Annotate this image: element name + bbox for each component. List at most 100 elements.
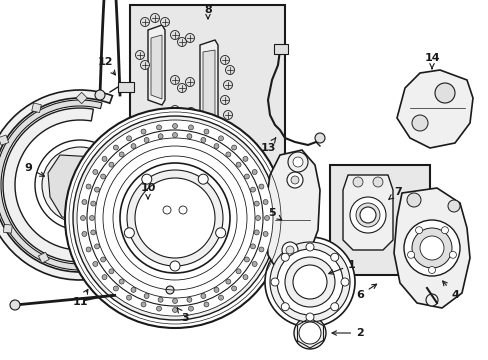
Circle shape bbox=[124, 228, 134, 238]
Circle shape bbox=[293, 317, 325, 349]
Circle shape bbox=[35, 140, 125, 230]
Circle shape bbox=[119, 152, 124, 157]
Circle shape bbox=[101, 257, 105, 262]
Circle shape bbox=[225, 66, 234, 75]
Circle shape bbox=[172, 307, 177, 312]
Circle shape bbox=[220, 95, 229, 104]
Polygon shape bbox=[151, 35, 162, 99]
Circle shape bbox=[225, 126, 234, 135]
Circle shape bbox=[292, 265, 326, 299]
Polygon shape bbox=[393, 188, 469, 308]
Circle shape bbox=[185, 77, 194, 86]
Text: 4: 4 bbox=[442, 281, 458, 300]
Bar bbox=[329, 165, 429, 275]
Circle shape bbox=[93, 170, 98, 175]
Circle shape bbox=[250, 187, 255, 192]
Circle shape bbox=[163, 206, 171, 214]
Circle shape bbox=[225, 152, 230, 157]
Text: 5: 5 bbox=[267, 208, 281, 220]
Wedge shape bbox=[0, 90, 175, 280]
Circle shape bbox=[415, 227, 422, 234]
Text: 7: 7 bbox=[388, 187, 401, 199]
Text: 1: 1 bbox=[328, 260, 355, 274]
Circle shape bbox=[152, 202, 158, 208]
Circle shape bbox=[89, 216, 94, 220]
Circle shape bbox=[243, 156, 247, 161]
Circle shape bbox=[203, 302, 208, 307]
Circle shape bbox=[255, 216, 260, 220]
Circle shape bbox=[269, 242, 349, 322]
Circle shape bbox=[142, 174, 151, 184]
Circle shape bbox=[145, 135, 154, 144]
Circle shape bbox=[150, 14, 159, 23]
Circle shape bbox=[198, 174, 208, 184]
Bar bbox=[32, 103, 41, 113]
Circle shape bbox=[109, 269, 114, 274]
Circle shape bbox=[81, 216, 85, 220]
Circle shape bbox=[427, 266, 435, 274]
Circle shape bbox=[77, 120, 272, 316]
Circle shape bbox=[285, 257, 334, 307]
Circle shape bbox=[140, 60, 149, 69]
Circle shape bbox=[65, 108, 285, 328]
Circle shape bbox=[214, 144, 219, 149]
Circle shape bbox=[170, 31, 179, 40]
Circle shape bbox=[144, 293, 149, 298]
Circle shape bbox=[252, 170, 257, 175]
Circle shape bbox=[434, 83, 454, 103]
Circle shape bbox=[276, 249, 342, 315]
Circle shape bbox=[86, 184, 91, 189]
Circle shape bbox=[231, 145, 236, 150]
Bar bbox=[130, 5, 285, 170]
Circle shape bbox=[281, 253, 289, 261]
Circle shape bbox=[91, 201, 96, 206]
Circle shape bbox=[148, 198, 162, 212]
Circle shape bbox=[220, 55, 229, 64]
Circle shape bbox=[113, 286, 118, 291]
Circle shape bbox=[113, 145, 118, 150]
Circle shape bbox=[86, 247, 91, 252]
Text: 9: 9 bbox=[24, 163, 44, 176]
Text: 14: 14 bbox=[423, 53, 439, 69]
Text: 10: 10 bbox=[140, 183, 155, 199]
Circle shape bbox=[141, 129, 146, 134]
Circle shape bbox=[305, 243, 313, 251]
Circle shape bbox=[156, 306, 161, 311]
Wedge shape bbox=[3, 108, 157, 262]
Circle shape bbox=[87, 130, 263, 306]
Circle shape bbox=[411, 228, 451, 268]
Circle shape bbox=[215, 228, 225, 238]
Text: 11: 11 bbox=[72, 289, 88, 307]
Polygon shape bbox=[203, 50, 215, 124]
Circle shape bbox=[170, 261, 180, 271]
Circle shape bbox=[407, 251, 414, 258]
Bar bbox=[273, 44, 287, 54]
Circle shape bbox=[447, 200, 459, 212]
Circle shape bbox=[314, 133, 325, 143]
Circle shape bbox=[411, 115, 427, 131]
Text: 6: 6 bbox=[355, 284, 376, 300]
Text: 12: 12 bbox=[97, 57, 115, 75]
Polygon shape bbox=[264, 150, 319, 280]
Circle shape bbox=[218, 136, 223, 141]
Circle shape bbox=[223, 81, 232, 90]
Circle shape bbox=[131, 144, 136, 149]
Circle shape bbox=[188, 306, 193, 311]
Polygon shape bbox=[148, 25, 164, 105]
Bar bbox=[39, 252, 49, 263]
Circle shape bbox=[179, 206, 186, 214]
Bar bbox=[150, 199, 161, 210]
Circle shape bbox=[91, 230, 96, 235]
Circle shape bbox=[135, 126, 144, 135]
Bar bbox=[84, 257, 95, 269]
Circle shape bbox=[231, 286, 236, 291]
Circle shape bbox=[120, 163, 229, 273]
Bar bbox=[127, 239, 135, 247]
Circle shape bbox=[403, 220, 459, 276]
Bar bbox=[76, 93, 87, 104]
Text: 8: 8 bbox=[203, 5, 211, 19]
Circle shape bbox=[140, 18, 149, 27]
Circle shape bbox=[126, 295, 131, 300]
Circle shape bbox=[155, 131, 164, 140]
Polygon shape bbox=[200, 40, 218, 130]
